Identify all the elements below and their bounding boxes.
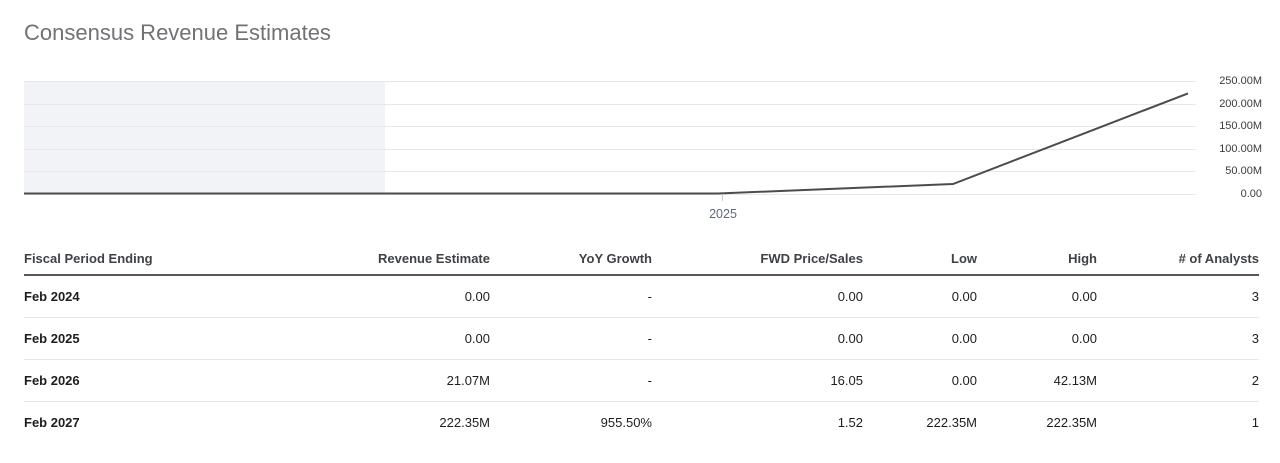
value-cell: 222.35M bbox=[1046, 415, 1097, 430]
value-cell: 3 bbox=[1097, 275, 1259, 318]
table-row: Feb 2026 21.07M -16.05 0.00 42.13M 2 bbox=[24, 359, 1259, 402]
value-cell: - bbox=[490, 275, 652, 318]
y-gridline bbox=[24, 148, 1196, 150]
y-gridline bbox=[24, 126, 1196, 127]
table-row: Feb 2027 222.35M 955.50% 1.52 222.35M 222.35M… bbox=[24, 402, 1259, 444]
value-cell: 16.05 bbox=[652, 359, 863, 402]
value-cell: - bbox=[490, 317, 652, 360]
value-cell: 0.00 bbox=[652, 275, 863, 318]
revenue-line-chart bbox=[24, 92, 1189, 195]
page-title: Consensus Revenue Estimates bbox=[24, 20, 331, 45]
column-header-fwd-price-sales: FWD Price/Sales bbox=[652, 245, 863, 276]
value-cell: 0.00 bbox=[863, 359, 977, 402]
value-cell: 222.35M bbox=[926, 415, 977, 430]
value-cell: 1 bbox=[1251, 415, 1259, 430]
value-cell: 0.00 bbox=[304, 275, 490, 318]
y-axis-tick-label: 50.00M bbox=[1225, 165, 1262, 177]
column-header-low: Low bbox=[863, 245, 977, 276]
x-axis-tick-mark bbox=[722, 194, 723, 201]
revenue-estimate-line bbox=[24, 92, 1189, 195]
y-axis-tick-label: 150.00M bbox=[1219, 120, 1262, 132]
fiscal-period-cell: Feb 2027 bbox=[24, 415, 80, 430]
y-axis-tick-label: 200.00M bbox=[1219, 97, 1262, 110]
y-axis-tick-label: 250.00M bbox=[1219, 75, 1262, 87]
column-header-of-analysts: # of Analysts bbox=[1097, 245, 1259, 276]
history-shade-region bbox=[24, 81, 385, 193]
value-cell: 955.50% bbox=[600, 415, 652, 430]
fiscal-period-cell: Feb 2025 bbox=[24, 317, 304, 360]
value-cell: 0.00 bbox=[863, 317, 977, 360]
y-gridline bbox=[24, 103, 1196, 105]
y-axis: 250.00M 200.00M 150.00M 100.00M 50.00M 0.00 bbox=[1204, 75, 1262, 200]
value-cell: 21.07M bbox=[304, 359, 490, 402]
table-header-row: Fiscal Period Ending Revenue Estimate YoY … bbox=[24, 245, 1259, 276]
value-cell: 1.52 bbox=[837, 415, 863, 430]
revenue-chart-plot bbox=[24, 81, 1196, 195]
value-cell: 2 bbox=[1097, 359, 1259, 402]
table-row: Feb 2025 0.00-0.00 0.00 0.00 3 bbox=[24, 317, 1259, 360]
y-gridline bbox=[24, 81, 1196, 82]
consensus-estimates-table: Fiscal Period Ending Revenue Estimate YoY … bbox=[24, 245, 1259, 443]
value-cell: 0.00 bbox=[977, 275, 1097, 318]
y-axis-tick-label: 100.00M bbox=[1219, 142, 1262, 155]
y-gridline bbox=[24, 171, 1196, 172]
column-header-revenue-estimate: Revenue Estimate bbox=[304, 245, 490, 276]
value-cell: 222.35M bbox=[439, 415, 490, 430]
column-header-yoy-growth: YoY Growth bbox=[490, 245, 652, 276]
column-header-fiscal-period-ending: Fiscal Period Ending bbox=[24, 245, 304, 276]
value-cell: 3 bbox=[1097, 317, 1259, 360]
fiscal-period-cell: Feb 2024 bbox=[24, 275, 304, 318]
value-cell: - bbox=[490, 359, 652, 402]
value-cell: 0.00 bbox=[863, 275, 977, 318]
value-cell: 0.00 bbox=[652, 317, 863, 360]
value-cell: 0.00 bbox=[977, 317, 1097, 360]
value-cell: 0.00 bbox=[304, 317, 490, 360]
table-row: Feb 2024 0.00-0.00 0.00 0.00 3 bbox=[24, 275, 1259, 318]
value-cell: 42.13M bbox=[977, 359, 1097, 402]
y-axis-tick-label: 0.00 bbox=[1240, 187, 1262, 200]
fiscal-period-cell: Feb 2026 bbox=[24, 359, 304, 402]
column-header-high: High bbox=[977, 245, 1097, 276]
x-axis-tick-label: 2025 bbox=[709, 207, 737, 221]
